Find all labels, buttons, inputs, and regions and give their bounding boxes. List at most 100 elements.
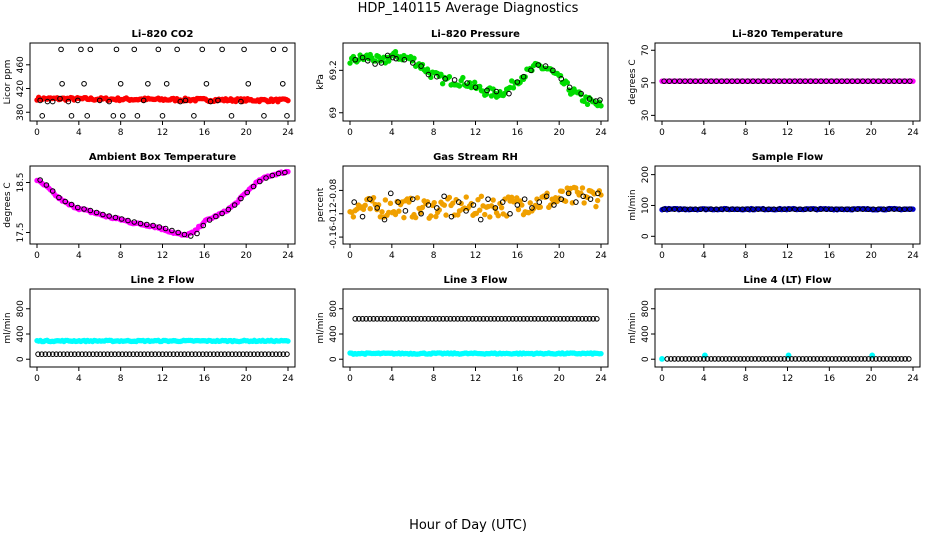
data-point — [436, 316, 443, 322]
data-point — [381, 216, 388, 223]
data-point — [814, 356, 821, 362]
data-point — [730, 356, 736, 362]
data-series — [347, 350, 604, 357]
data-point — [876, 356, 883, 362]
data-point — [755, 78, 762, 84]
data-point — [528, 67, 534, 74]
data-point — [74, 97, 81, 104]
data-point — [162, 225, 169, 232]
x-tick-label: 20 — [865, 374, 877, 384]
chart-panel: Sample Flow ml/min 0 4 8 12 16 20 24 0 100 200 — [628, 152, 921, 261]
data-point — [692, 78, 699, 84]
data-point — [155, 46, 162, 53]
data-point — [451, 316, 457, 322]
chart-title: Line 3 Flow — [444, 275, 508, 286]
data-point — [668, 356, 674, 362]
data-point — [875, 78, 882, 84]
data-point — [598, 103, 604, 109]
data-point — [454, 316, 461, 322]
data-point — [65, 98, 72, 105]
data-point — [170, 351, 177, 357]
data-point — [284, 113, 290, 119]
data-point — [473, 210, 480, 217]
data-point — [836, 356, 843, 362]
data-point — [215, 97, 221, 104]
data-point — [491, 316, 498, 322]
data-point — [907, 206, 913, 212]
data-point — [521, 196, 528, 202]
data-point — [887, 356, 894, 362]
data-point — [666, 206, 673, 212]
data-point — [409, 60, 416, 66]
data-series — [35, 351, 290, 357]
x-tick-label: 24 — [282, 374, 294, 384]
data-point — [402, 208, 409, 214]
plot-frame — [654, 165, 921, 245]
y-tick-label: 380 — [16, 103, 26, 120]
data-point — [250, 183, 257, 190]
data-point — [275, 170, 282, 177]
data-point — [796, 356, 802, 362]
data-series — [37, 169, 288, 239]
data-point — [425, 71, 432, 78]
data-point — [886, 206, 892, 212]
data-point — [531, 316, 538, 322]
data-point — [781, 356, 788, 362]
data-point — [75, 351, 82, 357]
data-point — [384, 52, 391, 59]
data-point — [661, 78, 667, 84]
data-point — [207, 351, 213, 357]
data-point — [682, 356, 689, 362]
chart-panel: Ambient Box Temperature degrees C 0 4 8 12 16 2… — [3, 152, 296, 261]
data-point — [733, 356, 740, 362]
data-point — [352, 316, 359, 322]
data-point — [38, 351, 45, 357]
data-point — [46, 351, 52, 357]
data-point — [93, 209, 100, 216]
data-point — [792, 78, 798, 84]
x-tick-label: 24 — [595, 251, 607, 261]
data-point — [744, 206, 751, 212]
data-point — [414, 195, 421, 201]
data-point — [748, 356, 755, 362]
data-point — [843, 356, 850, 362]
data-point — [78, 46, 84, 53]
data-point — [797, 78, 803, 84]
data-point — [447, 316, 454, 322]
data-point — [87, 46, 94, 53]
data-point — [693, 356, 700, 362]
data-point — [49, 351, 56, 357]
data-point — [825, 356, 832, 362]
chart-title: Line 2 Flow — [131, 275, 195, 286]
data-point — [844, 78, 850, 84]
x-tick-label: 8 — [743, 251, 749, 261]
data-point — [739, 206, 746, 212]
data-point — [750, 206, 756, 212]
chart-title: Ambient Box Temperature — [89, 152, 236, 163]
data-point — [586, 96, 593, 102]
data-point — [276, 351, 283, 357]
data-point — [470, 202, 477, 208]
data-point — [515, 206, 522, 213]
data-point — [858, 356, 865, 362]
data-point — [498, 204, 505, 211]
data-point — [68, 351, 74, 357]
data-point — [251, 351, 257, 357]
data-point — [131, 219, 138, 225]
data-point — [74, 204, 81, 211]
x-tick-label: 0 — [34, 128, 40, 138]
data-point — [557, 316, 564, 322]
data-point — [687, 206, 694, 212]
data-point — [860, 78, 866, 84]
data-point — [586, 316, 593, 322]
data-point — [101, 351, 107, 357]
data-point — [546, 316, 553, 322]
y-tick-label: 50 — [641, 77, 651, 89]
data-point — [697, 206, 704, 212]
data-point — [729, 78, 735, 84]
data-point — [144, 221, 150, 228]
data-point — [760, 206, 767, 212]
data-point — [724, 206, 730, 212]
data-point — [108, 351, 115, 357]
data-point — [828, 206, 835, 212]
